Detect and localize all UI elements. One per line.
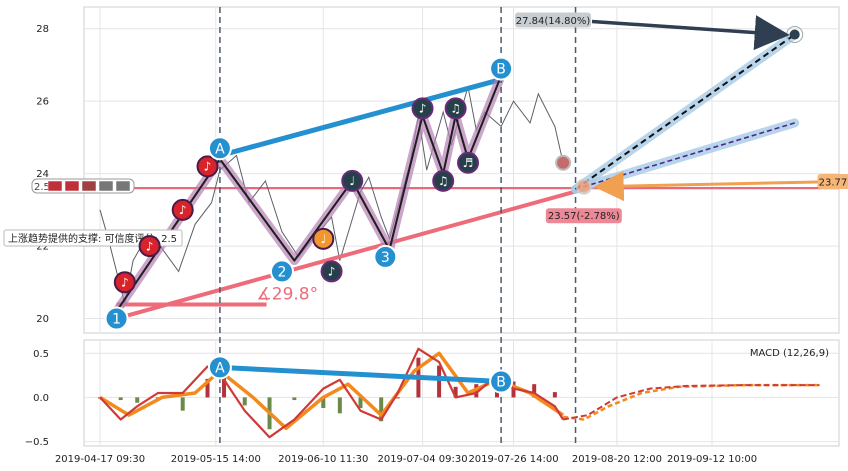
mini-legend-swatch xyxy=(64,180,80,192)
pattern-marker-label: ♪ xyxy=(419,102,427,116)
forecast-high-label: 27.84(14.80%) xyxy=(516,16,591,27)
pattern-marker xyxy=(341,169,364,192)
support-note: 上涨趋势提供的支撑: 可信度评分: 2.5 xyxy=(8,232,177,245)
macd-histogram-bar xyxy=(437,365,442,398)
pattern-marker xyxy=(320,260,343,283)
macd-histogram-bar xyxy=(321,397,326,409)
pattern-marker-label: B xyxy=(496,62,506,78)
price-y-tick-label: 28 xyxy=(36,24,49,35)
macd-forecast-line xyxy=(562,384,820,421)
pattern-marker xyxy=(444,97,467,120)
macd-divergence-marker xyxy=(489,369,514,394)
pattern-marker-label: A xyxy=(215,141,225,157)
mini-legend-swatch xyxy=(115,180,131,192)
pattern-marker-label: ♬ xyxy=(463,156,474,170)
x-tick-label: 2019-04-17 09:30 xyxy=(55,454,145,465)
forecast-high-arrow xyxy=(591,15,790,51)
mini-legend-swatch xyxy=(47,180,63,192)
forecast-low-label: 23.77(-1.99%) xyxy=(819,177,848,188)
pattern-marker xyxy=(196,155,219,178)
latest-price-dot xyxy=(555,154,572,171)
macd-histogram-bar xyxy=(358,397,363,409)
macd-histogram-bar xyxy=(552,392,557,398)
macd-histogram-bar xyxy=(205,378,210,398)
x-tick-label: 2019-07-04 09:30 xyxy=(377,454,467,465)
pattern-marker-label: ♩ xyxy=(320,232,326,246)
pattern-marker-label: ♫ xyxy=(450,102,461,116)
angle-label: ∡29.8° xyxy=(257,285,319,305)
pattern-marker xyxy=(411,97,434,120)
resistance-line xyxy=(217,76,504,159)
macd-histogram-bar xyxy=(292,397,297,401)
pattern-marker xyxy=(113,271,136,294)
macd-signal-forecast-line xyxy=(562,383,820,421)
x-tick-label: 2019-09-12 10:00 xyxy=(667,454,757,465)
pattern-marker-label: ♪ xyxy=(328,265,336,279)
pattern-marker-label: ♪ xyxy=(179,203,187,217)
macd-y-tick-label: 0.0 xyxy=(33,393,49,404)
macd-histogram-bar xyxy=(222,368,227,398)
macd-divergence-marker xyxy=(207,355,232,380)
zigzag-line xyxy=(115,75,503,312)
pattern-marker xyxy=(432,169,455,192)
mini-legend-swatch xyxy=(81,180,97,192)
macd-histogram-bar xyxy=(453,386,458,398)
forecast-line-mid xyxy=(575,122,795,190)
macd-histogram-bar xyxy=(532,384,537,398)
pattern-marker xyxy=(269,259,294,284)
forecast-pink-label: 23.57(-2.78%) xyxy=(548,211,620,222)
forecast-target-dot xyxy=(789,29,800,40)
price-y-tick-label: 20 xyxy=(36,314,49,325)
forecast-pink-label-bg xyxy=(545,208,622,224)
mini-legend-swatch xyxy=(98,180,114,192)
macd-title: MACD (12,26,9) xyxy=(750,348,829,359)
pattern-marker xyxy=(171,198,194,221)
macd-histogram-bar xyxy=(242,397,247,406)
pattern-marker xyxy=(489,56,514,81)
pattern-marker-label: ♪ xyxy=(204,160,212,174)
pattern-marker xyxy=(373,244,398,269)
macd-histogram-bar xyxy=(395,397,400,399)
macd-histogram-bar xyxy=(180,397,185,411)
x-tick-label: 2019-06-10 11:30 xyxy=(278,454,368,465)
pattern-marker-label: 2 xyxy=(277,264,286,280)
pattern-marker xyxy=(312,227,335,250)
pattern-marker xyxy=(138,235,161,258)
pattern-marker-label: 1 xyxy=(112,312,121,328)
pattern-marker-label: ♩ xyxy=(349,174,355,188)
x-tick-label: 2019-07-26 14:00 xyxy=(468,454,558,465)
macd-histogram-bar xyxy=(118,397,123,401)
pattern-marker-label: ♪ xyxy=(146,239,154,253)
pattern-marker-label: ♪ xyxy=(121,276,129,290)
forecast-line-high xyxy=(574,33,796,191)
macd-histogram-bar xyxy=(337,397,342,414)
price-y-tick-label: 26 xyxy=(36,97,49,108)
macd-divergence-label: B xyxy=(496,375,506,391)
macd-divergence-label: A xyxy=(215,360,225,376)
forecast-high-label-bg xyxy=(515,12,591,28)
pattern-marker xyxy=(104,306,129,331)
x-tick-label: 2019-08-20 12:00 xyxy=(572,454,662,465)
x-tick-label: 2019-05-15 14:00 xyxy=(171,454,261,465)
support-trend-line xyxy=(114,187,586,321)
forecast-low-arrow xyxy=(593,171,818,202)
price-y-tick-label: 22 xyxy=(36,242,49,253)
pattern-marker xyxy=(457,151,480,174)
pattern-marker-label: 3 xyxy=(381,250,390,266)
macd-histogram-bar xyxy=(135,397,140,403)
forecast-low-label-bg xyxy=(817,173,848,189)
mini-legend-label: 2.5 xyxy=(34,182,50,193)
macd-panel-frame xyxy=(83,339,840,447)
pattern-marker xyxy=(207,136,232,161)
price-y-tick-label: 24 xyxy=(36,169,49,180)
macd-histogram-bar xyxy=(379,397,384,422)
macd-y-tick-label: 0.5 xyxy=(33,349,49,360)
support-note-bg xyxy=(3,229,183,247)
pattern-marker-label: ♫ xyxy=(438,174,449,188)
macd-y-tick-label: −0.5 xyxy=(25,437,49,448)
macd-divergence-line xyxy=(217,364,504,385)
forecast-low-dot xyxy=(575,178,592,195)
